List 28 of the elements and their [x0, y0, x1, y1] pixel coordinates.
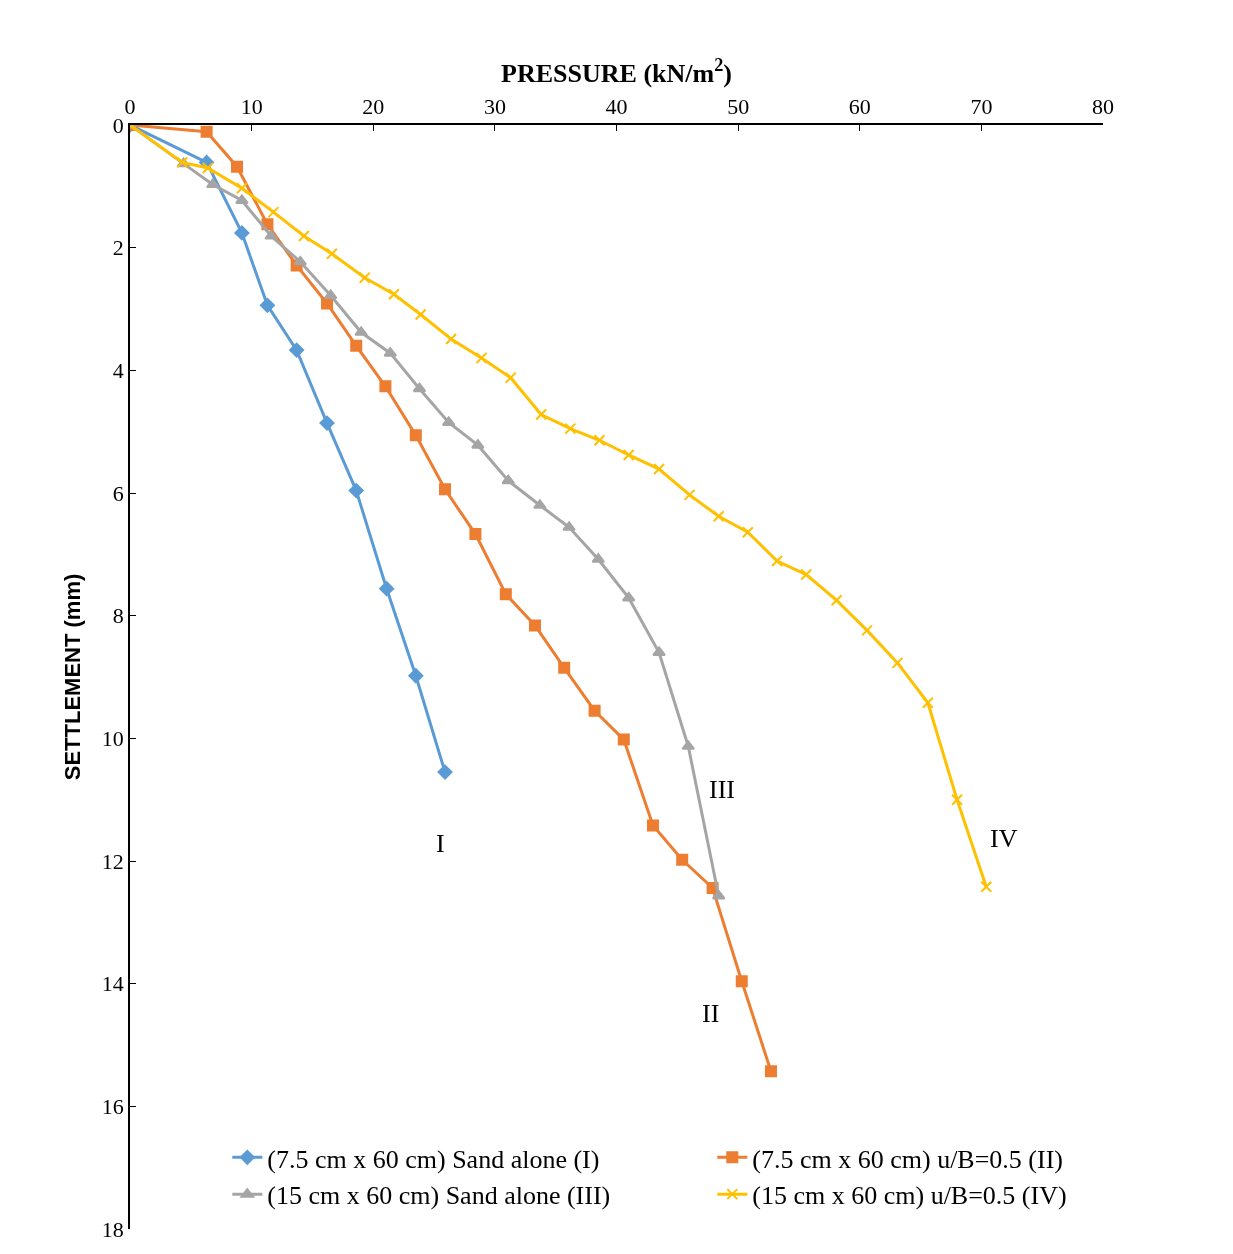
x-tick-label: 70	[970, 94, 993, 120]
legend-label: (7.5 cm x 60 cm) u/B=0.5 (II)	[752, 1144, 1064, 1174]
legend-label: (15 cm x 60 cm) u/B=0.5 (IV)	[752, 1181, 1067, 1211]
x-axis-title: PRESSURE (kN/m$^{2}$)	[501, 55, 732, 89]
legend-label: (7.5 cm x 60 cm) Sand alone (I)	[267, 1144, 600, 1174]
x-tick-label: 60	[848, 94, 871, 120]
annotation: I	[436, 829, 445, 858]
x-tick-label: 30	[483, 94, 506, 120]
y-tick-label: 2	[112, 235, 124, 261]
y-tick-label: 14	[101, 971, 124, 997]
y-tick-label: 0	[112, 112, 124, 138]
x-tick-label: 20	[362, 94, 385, 120]
x-tick-label: 40	[605, 94, 628, 120]
y-tick-label: 8	[112, 603, 124, 629]
y-axis-title: SETTLEMENT (mm)	[60, 573, 86, 781]
y-tick-label: 18	[101, 1216, 124, 1242]
y-tick-label: 12	[101, 848, 124, 874]
x-tick-label: 10	[240, 94, 263, 120]
annotation: III	[709, 775, 735, 804]
y-tick-label: 6	[112, 480, 124, 506]
annotation: II	[702, 999, 720, 1028]
y-tick-label: 10	[101, 726, 124, 752]
x-tick-label: 80	[1092, 94, 1114, 120]
y-tick-label: 4	[112, 358, 124, 384]
annotation: IV	[990, 824, 1018, 853]
legend-label: (15 cm x 60 cm) Sand alone (III)	[267, 1181, 611, 1211]
y-tick-label: 16	[101, 1094, 124, 1120]
x-tick-label: 50	[727, 94, 750, 120]
